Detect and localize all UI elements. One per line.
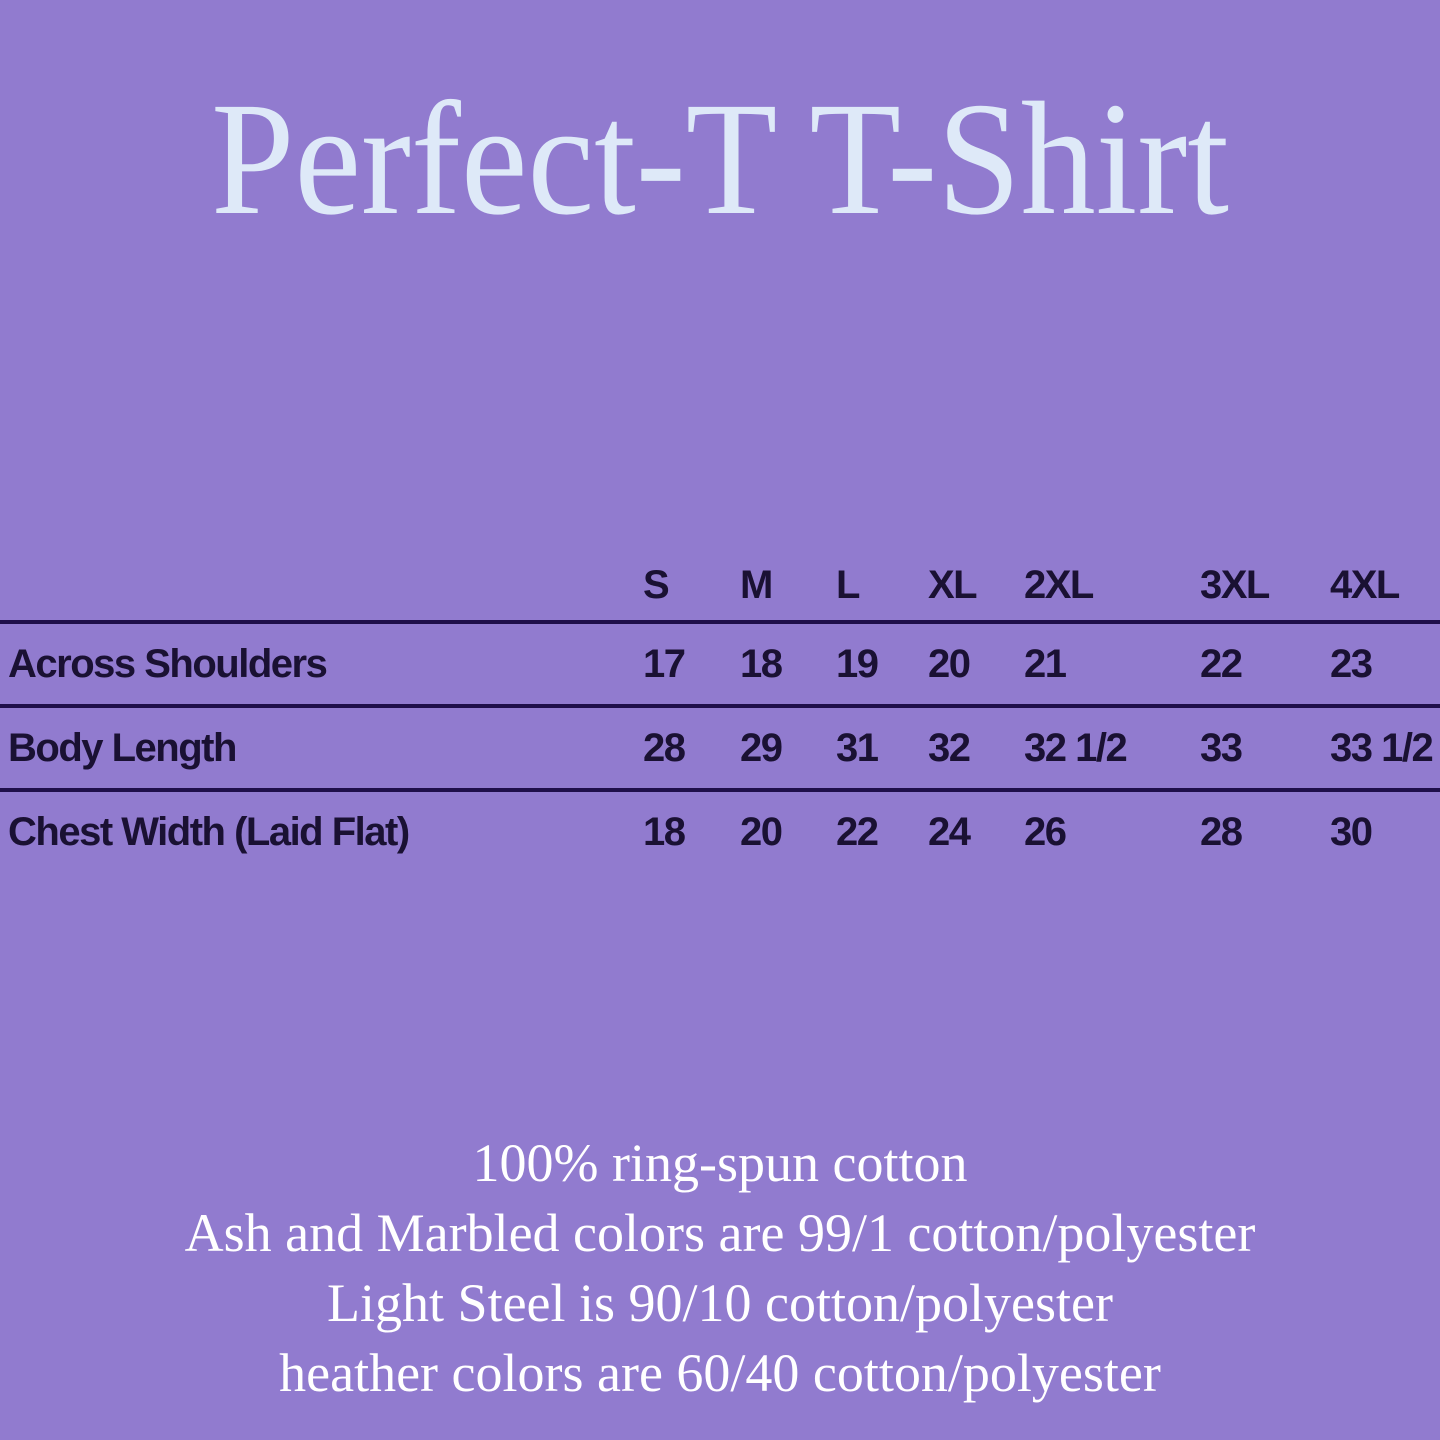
size-value-cell: 26: [1024, 809, 1067, 854]
size-value-cell: 18: [643, 809, 686, 854]
size-table-corner-cell: [0, 558, 635, 624]
size-value-cell: 24: [928, 809, 971, 854]
size-value-cell: 31: [828, 706, 920, 792]
size-column-header-4xl: 4XL: [1322, 558, 1440, 624]
size-value-cell: 18: [732, 622, 828, 708]
size-value-cell: 28: [635, 706, 732, 792]
size-table: S M L XL 2XL 3XL 4XL Across Shoulders 17…: [0, 558, 1440, 872]
fabric-notes: 100% ring-spun cotton Ash and Marbled co…: [0, 1128, 1440, 1408]
size-table-header-row: S M L XL 2XL 3XL 4XL: [0, 558, 1440, 624]
size-value-cell: 22: [1192, 622, 1322, 708]
size-value-cell: 17: [635, 622, 732, 708]
note-line-cotton: 100% ring-spun cotton: [472, 1133, 968, 1193]
size-column-header-s: S: [635, 558, 732, 624]
size-value-cell: 20: [920, 622, 1016, 708]
size-value-cell: 29: [732, 706, 828, 792]
row-label: Across Shoulders: [0, 622, 635, 708]
size-value-cell: 33 1/2: [1322, 706, 1440, 792]
page-title: Perfect-T T-Shirt: [211, 69, 1229, 249]
size-value-cell: 22: [836, 809, 879, 854]
size-value-cell: 20: [740, 809, 783, 854]
size-column-header-2xl: 2XL: [1016, 558, 1192, 624]
size-value-cell: 21: [1016, 622, 1192, 708]
row-label: Chest Width (Laid Flat): [8, 809, 410, 854]
note-line-heather: heather colors are 60/40 cotton/polyeste…: [279, 1343, 1161, 1403]
size-value-cell: 19: [828, 622, 920, 708]
size-column-header-3xl: 3XL: [1192, 558, 1322, 624]
row-label: Body Length: [0, 706, 635, 792]
size-column-header-m: M: [732, 558, 828, 624]
size-value-cell: 28: [1200, 809, 1243, 854]
note-line-ash-marbled: Ash and Marbled colors are 99/1 cotton/p…: [184, 1203, 1256, 1263]
size-column-header-xl: XL: [920, 558, 1016, 624]
note-line-light-steel: Light Steel is 90/10 cotton/polyester: [327, 1273, 1113, 1333]
size-value-cell: 23: [1322, 622, 1440, 708]
size-column-header-l: L: [828, 558, 920, 624]
size-value-cell: 32 1/2: [1016, 706, 1192, 792]
table-row-body-length: Body Length 28 29 31 32 32 1/2 33 33 1/2: [0, 706, 1440, 792]
table-row-chest-width: Chest Width (Laid Flat) 18 20 22 24 26 2…: [0, 790, 1440, 872]
size-value-cell: 33: [1192, 706, 1322, 792]
size-value-cell: 30: [1330, 809, 1373, 854]
table-row-across-shoulders: Across Shoulders 17 18 19 20 21 22 23: [0, 622, 1440, 708]
size-value-cell: 32: [920, 706, 1016, 792]
